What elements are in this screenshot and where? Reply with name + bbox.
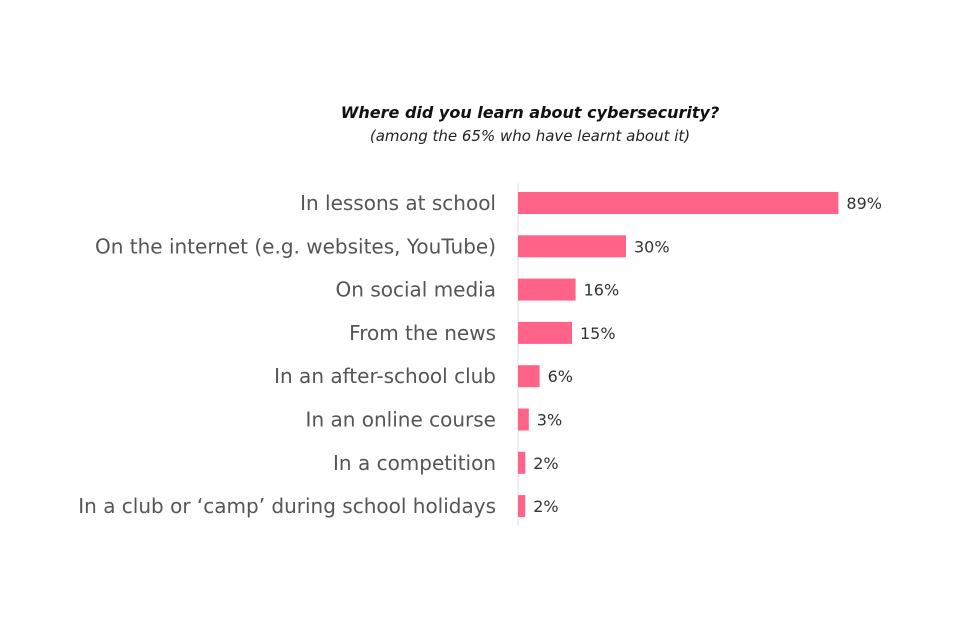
bar — [518, 235, 626, 258]
category-label: In an online course — [306, 408, 496, 432]
value-label: 15% — [580, 324, 616, 343]
value-label: 30% — [634, 237, 670, 256]
value-label: 3% — [537, 411, 562, 430]
category-label: In a club or ‘camp’ during school holida… — [78, 494, 496, 518]
category-label: On the internet (e.g. websites, YouTube) — [95, 234, 496, 258]
value-label: 6% — [548, 367, 573, 386]
category-label: In lessons at school — [300, 191, 496, 215]
value-label: 16% — [584, 281, 620, 300]
bars-group: In lessons at school 89% On the internet (… — [78, 191, 882, 518]
bar — [518, 321, 572, 344]
bar — [518, 495, 526, 518]
bar — [518, 278, 576, 301]
chart-title: Where did you learn about cybersecurity? — [340, 103, 720, 122]
category-label: On social media — [336, 278, 496, 302]
category-label: In an after-school club — [274, 364, 496, 388]
category-label: From the news — [349, 321, 496, 345]
value-label: 2% — [533, 454, 558, 473]
category-label: In a competition — [333, 451, 496, 475]
chart-subtitle: (among the 65% who have learnt about it) — [369, 127, 691, 145]
bar — [518, 408, 529, 431]
bar — [518, 451, 526, 474]
value-label: 2% — [533, 497, 558, 516]
bar — [518, 365, 540, 388]
value-label: 89% — [846, 194, 882, 213]
bar — [518, 192, 839, 214]
